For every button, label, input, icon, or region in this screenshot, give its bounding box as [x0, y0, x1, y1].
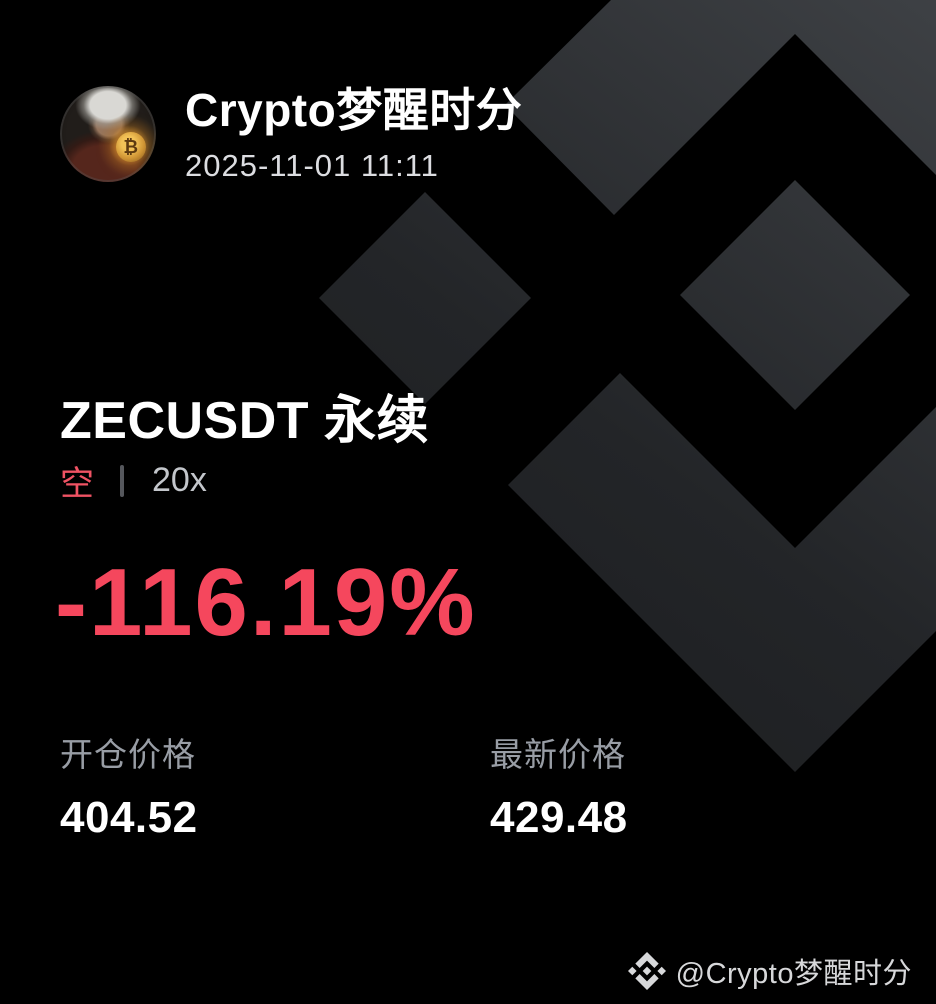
watermark-left-diamond: [319, 192, 531, 404]
watermark-bottom-chevron: [508, 373, 936, 772]
header-text: Crypto梦醒时分 2025-11-01 11:11: [185, 84, 522, 184]
entry-price-label: 开仓价格: [60, 736, 196, 773]
position-side-badge: 空: [60, 465, 94, 503]
footer-watermark: @Crypto梦醒时分: [627, 950, 912, 992]
side-leverage-row: 空 20x: [60, 456, 207, 505]
pnl-percentage: -116.19%: [55, 549, 477, 656]
entry-price-value: 404.52: [60, 793, 198, 842]
contract-title: ZECUSDT 永续: [60, 378, 429, 453]
watermark-center-diamond: [680, 180, 910, 410]
watermark-top-chevron: [505, 0, 936, 215]
header: ₿ Crypto梦醒时分 2025-11-01 11:11: [60, 84, 522, 184]
timestamp: 2025-11-01 11:11: [185, 147, 439, 183]
bitcoin-coin-icon: ₿: [115, 132, 146, 163]
contract-symbol: ZECUSDT: [60, 392, 310, 450]
contract-type: 永续: [324, 392, 430, 450]
username: Crypto梦醒时分: [185, 84, 523, 136]
entry-price-column: 开仓价格 404.52: [60, 728, 490, 843]
divider: [120, 464, 124, 497]
price-columns: 开仓价格 404.52 最新价格 429.48: [60, 728, 920, 843]
last-price-label: 最新价格: [490, 736, 626, 773]
last-price-value: 429.48: [490, 793, 628, 842]
avatar: ₿: [60, 85, 156, 182]
binance-logo-icon: [627, 952, 666, 990]
last-price-column: 最新价格 429.48: [490, 728, 920, 843]
footer-handle: @Crypto梦醒时分: [675, 958, 912, 990]
leverage-value: 20x: [152, 461, 207, 499]
